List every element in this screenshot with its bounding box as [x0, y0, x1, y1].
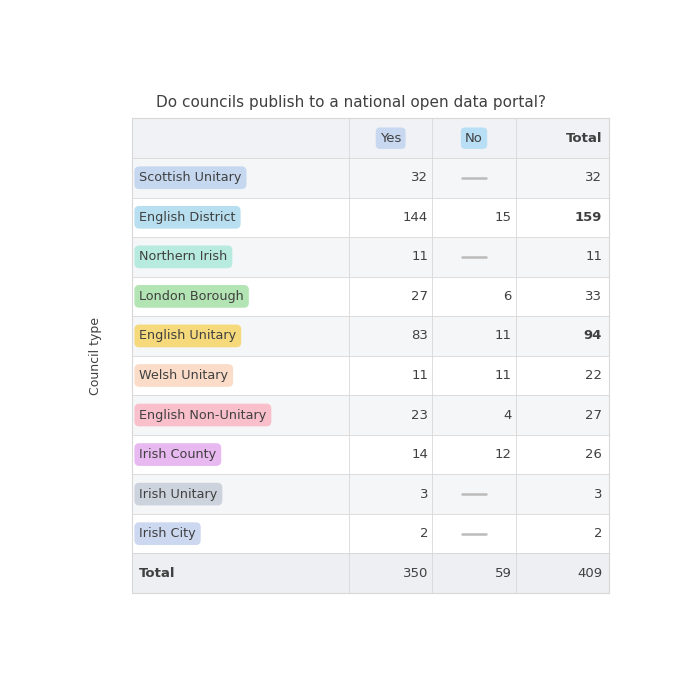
- Bar: [132, 514, 608, 554]
- Text: Northern Irish: Northern Irish: [139, 251, 227, 264]
- Bar: [132, 355, 608, 395]
- Text: Total: Total: [566, 131, 602, 144]
- Text: No: No: [465, 131, 483, 144]
- Bar: [132, 237, 608, 276]
- Text: 59: 59: [495, 567, 512, 580]
- Text: 83: 83: [411, 330, 428, 343]
- Text: 11: 11: [495, 330, 512, 343]
- Text: 14: 14: [411, 448, 428, 461]
- Text: Yes: Yes: [380, 131, 401, 144]
- Bar: [132, 158, 608, 197]
- Text: London Borough: London Borough: [139, 290, 244, 303]
- Bar: [132, 475, 608, 514]
- Text: English District: English District: [139, 211, 236, 224]
- Text: 11: 11: [411, 251, 428, 264]
- Bar: [132, 554, 608, 593]
- Text: 409: 409: [577, 567, 602, 580]
- Text: 15: 15: [495, 211, 512, 224]
- Text: 144: 144: [403, 211, 428, 224]
- Bar: [132, 118, 608, 593]
- Text: 11: 11: [411, 369, 428, 382]
- Text: 32: 32: [585, 171, 602, 185]
- Text: 159: 159: [575, 211, 602, 224]
- Text: 22: 22: [585, 369, 602, 382]
- Text: 23: 23: [411, 409, 428, 422]
- Text: 3: 3: [594, 488, 602, 501]
- Text: English Non-Unitary: English Non-Unitary: [139, 409, 266, 422]
- Text: 11: 11: [495, 369, 512, 382]
- Bar: [132, 316, 608, 355]
- Bar: [132, 276, 608, 316]
- Text: 32: 32: [411, 171, 428, 185]
- Bar: [132, 197, 608, 237]
- Text: 27: 27: [411, 290, 428, 303]
- Text: 4: 4: [503, 409, 512, 422]
- Text: Do councils publish to a national open data portal?: Do councils publish to a national open d…: [156, 95, 546, 110]
- Text: Irish County: Irish County: [139, 448, 216, 461]
- Bar: [132, 434, 608, 475]
- Bar: [132, 118, 608, 158]
- Text: 27: 27: [585, 409, 602, 422]
- Bar: [132, 395, 608, 434]
- Text: Welsh Unitary: Welsh Unitary: [139, 369, 228, 382]
- Text: English Unitary: English Unitary: [139, 330, 236, 343]
- Text: 3: 3: [420, 488, 428, 501]
- Text: Irish Unitary: Irish Unitary: [139, 488, 218, 501]
- Text: 2: 2: [420, 527, 428, 540]
- Text: 12: 12: [495, 448, 512, 461]
- Text: Irish City: Irish City: [139, 527, 196, 540]
- Text: 94: 94: [584, 330, 602, 343]
- Text: Scottish Unitary: Scottish Unitary: [139, 171, 242, 185]
- Text: 2: 2: [594, 527, 602, 540]
- Text: Total: Total: [139, 567, 176, 580]
- Text: 6: 6: [503, 290, 512, 303]
- Text: 26: 26: [585, 448, 602, 461]
- Text: 33: 33: [585, 290, 602, 303]
- Text: 11: 11: [585, 251, 602, 264]
- Text: Council type: Council type: [88, 317, 101, 395]
- Text: 350: 350: [403, 567, 428, 580]
